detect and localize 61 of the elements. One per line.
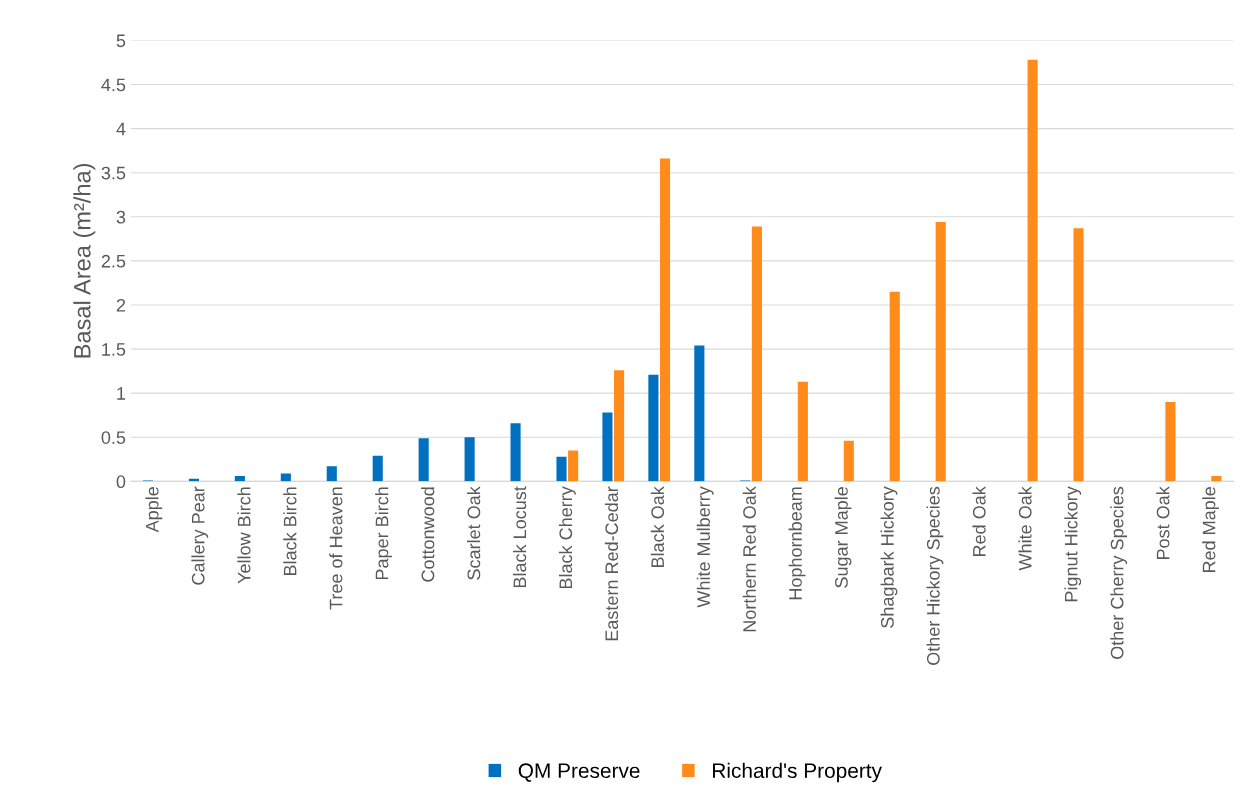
y-tick-label: 4.5	[101, 78, 126, 92]
x-tick-label: Pignut Hickory	[1064, 486, 1082, 602]
x-tick-label: Hophornbeam	[788, 487, 806, 600]
bar	[234, 476, 245, 482]
x-tick-label: Black Oak	[650, 486, 665, 568]
y-tick-label: 3.5	[101, 166, 126, 180]
x-tick-label: Northern Red Oak	[742, 486, 756, 632]
bar	[280, 473, 291, 482]
x-tick-label: Post Oak	[1156, 486, 1170, 559]
y-tick-label: 3	[116, 210, 126, 224]
x-tick-label: White Oak	[1018, 486, 1032, 571]
bar	[326, 466, 337, 482]
bar	[648, 374, 659, 482]
y-tick-label: 0.5	[101, 431, 126, 444]
bar	[602, 412, 613, 482]
x-tick-label: Other Cherry Species	[1110, 486, 1128, 659]
bar	[418, 438, 429, 482]
x-tick-label: Red Oak	[972, 486, 986, 556]
bar	[935, 222, 946, 482]
y-tick-label: 1.5	[102, 343, 126, 356]
x-tick-label: Eastern Red-Cedar	[604, 486, 619, 641]
bar	[372, 455, 383, 482]
y-tick-label: 2	[116, 298, 126, 312]
bar	[751, 226, 762, 482]
bar	[694, 345, 705, 482]
legend-label: QM Preserve	[518, 763, 640, 782]
legend-label: Richard's Property	[713, 762, 882, 783]
y-tick-label: 1	[117, 387, 126, 400]
bar	[1027, 59, 1038, 482]
bar	[464, 437, 475, 482]
bar	[510, 423, 521, 482]
y-tick-label: 4	[116, 122, 126, 136]
x-tick-label: Apple	[145, 487, 163, 533]
y-tick-label: 5	[116, 34, 126, 48]
x-tick-label: Other Hickory Species	[926, 486, 944, 665]
x-tick-label: White Mulberry	[696, 486, 714, 608]
x-tick-label: Black Cherry	[558, 486, 576, 589]
x-tick-label: Black Locust	[512, 486, 527, 588]
bar	[1073, 228, 1084, 482]
y-tick-label: 0	[116, 475, 126, 489]
bar	[889, 291, 900, 482]
bar	[568, 450, 579, 482]
x-tick-label: Red Maple	[1202, 487, 1219, 573]
x-tick-label: Sugar Maple	[834, 487, 852, 588]
bar	[797, 381, 808, 482]
y-axis-title: Basal Area (m²/ha)	[73, 163, 96, 358]
bar	[614, 370, 625, 482]
x-tick-label: Scarlet Oak	[467, 486, 481, 580]
x-tick-label: Paper Birch	[375, 487, 392, 580]
x-tick-label: Cottonwood	[421, 487, 435, 582]
y-tick-label: 2.5	[101, 254, 126, 268]
x-tick-label: Shagbark Hickory	[880, 486, 898, 628]
bar	[556, 456, 567, 482]
bar	[1165, 401, 1176, 482]
x-tick-label: Tree of Heaven	[329, 487, 343, 610]
x-tick-label: Yellow Birch	[237, 487, 251, 584]
bar	[843, 440, 854, 482]
bar	[659, 158, 671, 482]
x-tick-label: Callery Pear	[191, 486, 209, 585]
x-tick-label: Black Birch	[283, 487, 297, 576]
bar	[1211, 476, 1222, 482]
